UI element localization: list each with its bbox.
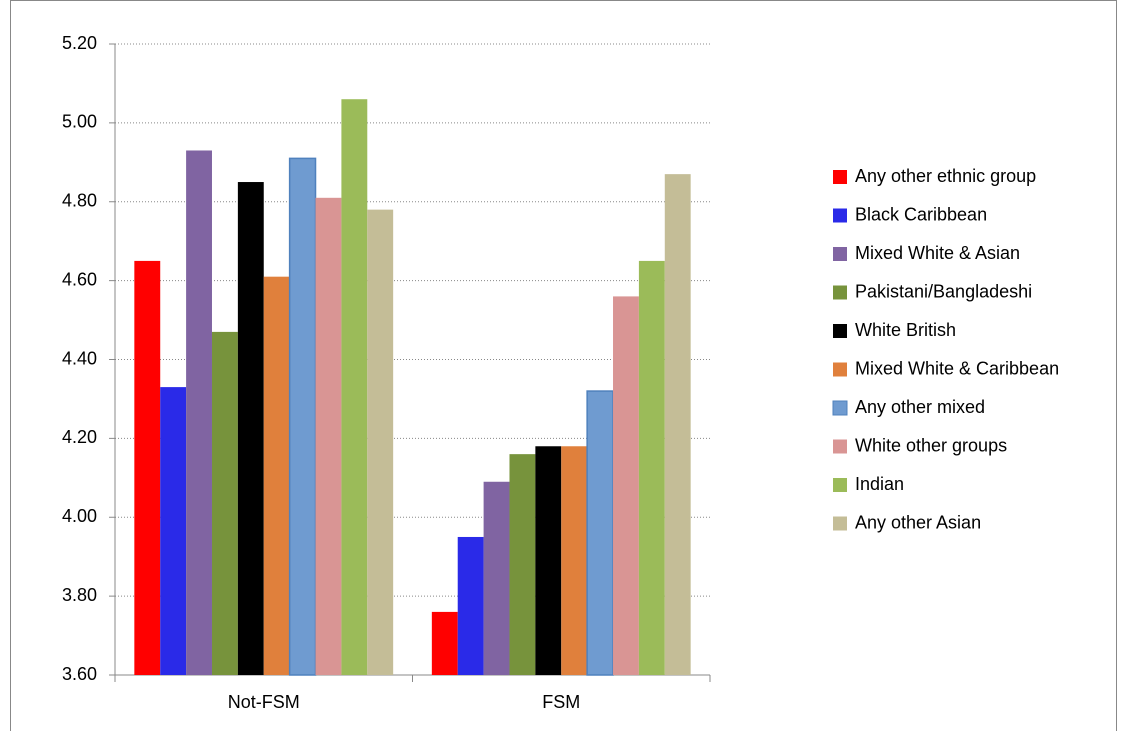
y-tick-label: 3.60 xyxy=(62,664,97,684)
y-tick-label: 3.80 xyxy=(62,585,97,605)
legend-label: Indian xyxy=(855,474,904,494)
legend-swatch xyxy=(833,362,847,377)
bar xyxy=(315,197,342,675)
legend-label: Any other ethnic group xyxy=(855,166,1036,186)
bar xyxy=(134,260,161,675)
bar xyxy=(586,390,614,676)
legend-label: Pakistani/Bangladeshi xyxy=(855,281,1032,301)
y-tick-label: 4.20 xyxy=(62,427,97,447)
bar xyxy=(509,454,536,675)
legend-swatch xyxy=(833,247,847,261)
chart-border xyxy=(10,0,1117,731)
x-tick-label: Not-FSM xyxy=(228,692,300,712)
legend-label: White other groups xyxy=(855,435,1007,455)
bar xyxy=(431,611,458,675)
legend-label: Black Caribbean xyxy=(855,204,987,224)
legend-swatch xyxy=(833,478,847,492)
bar xyxy=(186,150,212,675)
bar xyxy=(211,331,238,675)
legend-label: Mixed White & Caribbean xyxy=(855,358,1059,378)
legend-label: Mixed White & Asian xyxy=(855,243,1020,263)
bar xyxy=(535,446,562,675)
bar xyxy=(483,481,510,675)
legend-swatch xyxy=(833,516,847,531)
y-tick-label: 4.60 xyxy=(62,269,97,289)
x-tick-label: FSM xyxy=(542,692,580,712)
y-tick-label: 5.00 xyxy=(62,112,97,132)
legend-label: Any other mixed xyxy=(855,397,985,417)
bar xyxy=(457,536,484,675)
bar xyxy=(341,99,368,675)
legend-swatch xyxy=(833,208,847,223)
bar xyxy=(263,276,290,675)
legend-swatch xyxy=(833,324,847,338)
legend-swatch xyxy=(833,439,847,454)
bar xyxy=(288,157,317,676)
bar xyxy=(638,260,665,675)
legend-label: Any other Asian xyxy=(855,512,981,532)
bar xyxy=(664,174,691,676)
bar xyxy=(367,209,394,675)
bar xyxy=(613,296,639,675)
y-tick-label: 4.00 xyxy=(62,506,97,526)
bar xyxy=(237,182,264,675)
legend-swatch xyxy=(832,400,848,416)
y-tick-label: 4.40 xyxy=(62,348,97,368)
legend-label: White British xyxy=(855,320,956,340)
y-tick-label: 5.20 xyxy=(62,33,97,53)
bar xyxy=(561,446,588,675)
legend-swatch xyxy=(833,285,847,300)
bar xyxy=(160,387,187,675)
y-tick-label: 4.80 xyxy=(62,191,97,211)
legend-swatch xyxy=(833,170,847,184)
